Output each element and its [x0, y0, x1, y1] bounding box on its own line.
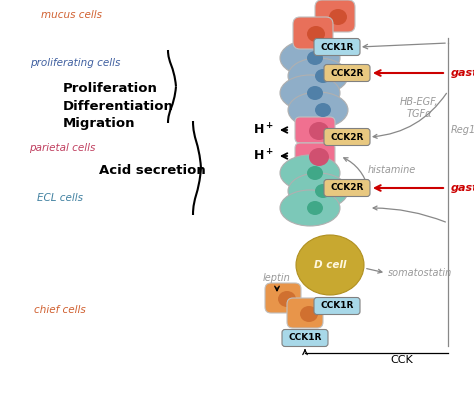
Text: CCK2R: CCK2R [330, 68, 364, 78]
Ellipse shape [315, 69, 331, 83]
Text: somatostatin: somatostatin [388, 268, 452, 278]
Ellipse shape [307, 26, 325, 42]
FancyBboxPatch shape [315, 0, 355, 32]
Text: HB-EGF,
TGFα: HB-EGF, TGFα [400, 97, 438, 119]
Ellipse shape [309, 148, 329, 166]
Ellipse shape [280, 40, 340, 76]
Text: CCK: CCK [390, 355, 413, 365]
Ellipse shape [307, 166, 323, 180]
Ellipse shape [280, 75, 340, 111]
Text: CCK1R: CCK1R [288, 334, 322, 343]
Text: CCK2R: CCK2R [330, 183, 364, 193]
Text: chief cells: chief cells [34, 305, 86, 315]
Text: gastrin: gastrin [451, 183, 474, 193]
Text: Reg1α: Reg1α [451, 125, 474, 135]
Text: proliferating cells: proliferating cells [30, 58, 120, 68]
Ellipse shape [278, 291, 296, 307]
Text: $\mathbf{H^+}$: $\mathbf{H^+}$ [253, 122, 274, 138]
Text: Proliferation
Differentiation
Migration: Proliferation Differentiation Migration [63, 82, 173, 129]
Ellipse shape [307, 201, 323, 215]
FancyBboxPatch shape [314, 297, 360, 314]
FancyBboxPatch shape [324, 129, 370, 146]
Text: parietal cells: parietal cells [29, 143, 95, 153]
Ellipse shape [309, 122, 329, 140]
Ellipse shape [288, 173, 348, 209]
Text: mucus cells: mucus cells [42, 10, 102, 20]
Ellipse shape [329, 9, 347, 25]
FancyBboxPatch shape [282, 330, 328, 347]
Text: CCK2R: CCK2R [330, 133, 364, 142]
Text: D cell: D cell [314, 260, 346, 270]
Text: leptin: leptin [263, 273, 291, 283]
FancyBboxPatch shape [295, 117, 335, 143]
FancyBboxPatch shape [295, 143, 335, 169]
Ellipse shape [307, 86, 323, 100]
Ellipse shape [280, 155, 340, 191]
Text: ECL cells: ECL cells [37, 193, 83, 203]
Ellipse shape [288, 58, 348, 94]
Ellipse shape [307, 51, 323, 65]
FancyBboxPatch shape [287, 298, 323, 328]
FancyBboxPatch shape [324, 64, 370, 82]
FancyBboxPatch shape [314, 39, 360, 55]
FancyBboxPatch shape [324, 179, 370, 197]
Text: Acid secretion: Acid secretion [99, 164, 205, 176]
Text: CCK1R: CCK1R [320, 302, 354, 310]
Ellipse shape [288, 92, 348, 128]
FancyBboxPatch shape [293, 17, 333, 49]
Ellipse shape [300, 306, 318, 322]
Text: $\mathbf{H^+}$: $\mathbf{H^+}$ [253, 148, 274, 164]
Ellipse shape [315, 184, 331, 198]
Text: CCK1R: CCK1R [320, 43, 354, 51]
Ellipse shape [315, 103, 331, 117]
Ellipse shape [296, 235, 364, 295]
FancyBboxPatch shape [265, 283, 301, 313]
Text: gastrin: gastrin [451, 68, 474, 78]
Ellipse shape [280, 190, 340, 226]
Text: histamine: histamine [368, 165, 416, 175]
